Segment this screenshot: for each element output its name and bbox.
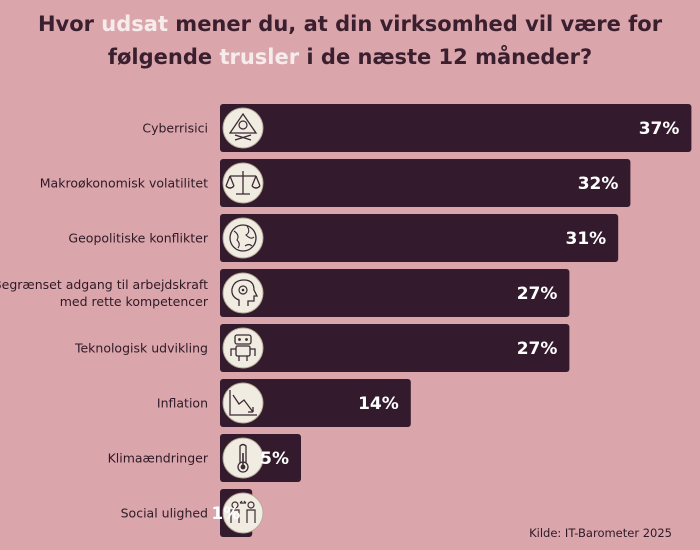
title-line-2: følgende trusler i de næste 12 måneder? [107, 45, 593, 69]
category-label: Makroøkonomisk volatilitet [40, 176, 208, 191]
value-label: 27% [517, 339, 558, 359]
value-label: 31% [565, 229, 606, 249]
category-label: Inflation [157, 396, 208, 411]
bar [220, 269, 570, 317]
title-line-1: Hvor udsat mener du, at din virksomhed v… [37, 12, 663, 36]
value-label: 27% [517, 284, 558, 304]
skull-crossbones-icon [222, 107, 264, 149]
head-gears-icon [222, 272, 264, 314]
category-label: Cyberrisici [142, 121, 208, 136]
category-label: Geopolitiske konflikter [68, 231, 208, 246]
category-label: med rette kompetencer [60, 294, 209, 309]
bar [220, 379, 411, 427]
balance-scale-icon [222, 162, 264, 204]
bar [220, 214, 619, 262]
category-label: Begrænset adgang til arbejdskraft [0, 277, 208, 292]
category-label: Teknologisk udvikling [74, 341, 208, 356]
value-label: 37% [639, 119, 680, 139]
globe-icon [222, 217, 264, 259]
bar [220, 324, 570, 372]
value-label: 5% [260, 449, 289, 469]
title-highlight-udsat: udsat [101, 12, 168, 36]
title-highlight-trusler: trusler [219, 45, 300, 69]
value-label: 32% [578, 174, 619, 194]
source-note: Kilde: IT-Barometer 2025 [529, 526, 672, 540]
trend-down-icon [222, 382, 264, 424]
bar [220, 159, 631, 207]
bar [220, 104, 692, 152]
value-label: 14% [358, 394, 399, 414]
thermometer-icon [222, 437, 264, 479]
chart-title: Hvor udsat mener du, at din virksomhed v… [0, 8, 700, 74]
value-label: 1% [211, 504, 240, 524]
category-label: Social ulighed [121, 506, 208, 521]
people-inequality-icon [222, 492, 264, 534]
category-label: Klimaændringer [108, 451, 209, 466]
robot-icon [222, 327, 264, 369]
